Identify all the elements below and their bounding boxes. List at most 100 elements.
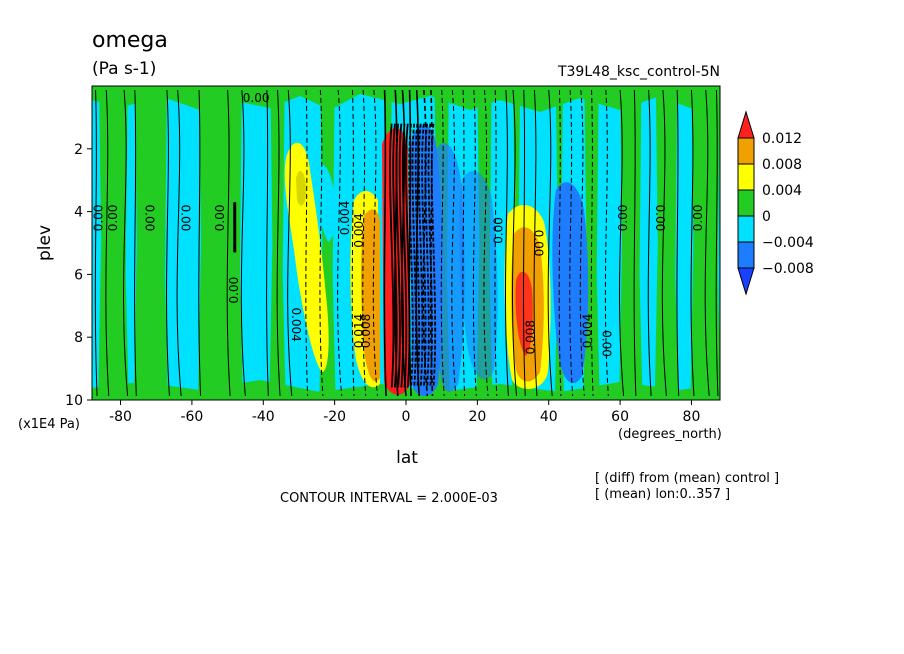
contour-line (287, 89, 293, 397)
contour-line (198, 89, 202, 397)
negative-contour-line (462, 89, 466, 397)
equatorial-contour-line (401, 123, 408, 388)
equator-blue-outer (436, 143, 465, 392)
contour-label: 0.00 (213, 205, 227, 232)
contour-line (715, 89, 719, 397)
equatorial-contour-line (418, 123, 424, 388)
x-tick-label: 80 (683, 409, 701, 425)
colorbar: 0.012 0.008 0.004 0 −0.004 −0.008 (737, 110, 814, 296)
negative-contour-line (579, 89, 585, 397)
contour-label: 0.004 (338, 201, 352, 235)
sh-near-equator-orange (361, 209, 380, 382)
negative-contour-line (319, 89, 324, 397)
colorbar-bottom-arrow (737, 267, 755, 296)
y-units: (x1E4 Pa) (18, 417, 80, 432)
colorbar-segment (737, 163, 755, 191)
contour-label: 0.00 (616, 205, 630, 232)
y-tick-label: 4 (74, 205, 83, 221)
colorbar-top-arrow (737, 110, 755, 139)
sh-lobe-core (296, 170, 306, 206)
negative-contour-line (429, 89, 434, 397)
contour-line (134, 89, 137, 397)
contour-line (123, 89, 129, 397)
equatorial-contour-line (430, 123, 437, 388)
negative-contour-line (372, 89, 378, 397)
x-tick-label: -60 (180, 409, 203, 425)
equatorial-contour-line (427, 123, 433, 388)
contour-label: 0.008 (359, 314, 373, 348)
colorbar-segment (737, 241, 755, 269)
y-tick-label: 8 (74, 330, 83, 346)
x-units: (degrees_north) (618, 427, 722, 442)
negative-contour-line (494, 89, 498, 397)
x-tick-label: -20 (323, 409, 346, 425)
contour-line (226, 89, 231, 397)
x-tick-label: 40 (540, 409, 558, 425)
negative-contour-line (362, 89, 367, 397)
x-tick-label: 60 (611, 409, 629, 425)
y-axis-label: plev (35, 225, 55, 261)
y-axis: 2 4 6 8 10 (65, 142, 92, 409)
x-tick-label: -80 (109, 409, 132, 425)
equatorial-contour-line (421, 123, 427, 388)
contour-label: 0.00 (92, 205, 106, 232)
contour-label: 0.00 (143, 205, 157, 232)
contour-interval: CONTOUR INTERVAL = 2.000E-03 (280, 491, 498, 506)
negative-contour-line (569, 89, 574, 397)
negative-contour-line (558, 89, 562, 397)
negative-contour-line (440, 89, 445, 397)
x-tick-label: 20 (468, 409, 486, 425)
contour-lines (94, 89, 719, 397)
contour-label: 0.004 (352, 213, 366, 247)
nh-blue-lobe (552, 182, 589, 384)
contour-line (523, 89, 526, 397)
contour-line (505, 89, 509, 397)
equatorial-contour-line (392, 123, 398, 388)
green-strip (690, 86, 720, 400)
contour-label: 0.00 (691, 205, 705, 232)
negative-contour-line (483, 89, 489, 397)
y-tick-label: 6 (74, 267, 83, 283)
negative-contour-line (590, 89, 594, 397)
negative-contour-line (422, 89, 429, 397)
x-tick-label: 0 (402, 409, 411, 425)
note-mean: [ (mean) lon:0..357 ] (595, 487, 730, 502)
y-tick-label: 2 (74, 142, 83, 158)
contour-label: 0.00 (106, 205, 120, 232)
note-diff: [ (diff) from (mean) control ] (595, 471, 779, 486)
contour-line (676, 89, 680, 397)
negative-contour-line (451, 89, 457, 397)
sh-yellow-lobe (284, 142, 329, 372)
negative-contour-line (351, 89, 355, 397)
contour-label: 0.00 (491, 217, 505, 244)
chart-title: omega (92, 28, 168, 53)
green-strip (133, 86, 168, 400)
contour-line (266, 89, 269, 397)
contour-line (690, 89, 695, 397)
contour-line (176, 89, 182, 397)
colorbar-label: 0 (762, 209, 771, 225)
colorbar-label: 0.008 (762, 157, 802, 173)
negative-contour-line (472, 89, 477, 397)
green-strip (654, 86, 679, 400)
contour-label: 0.00 (227, 277, 241, 304)
colorbar-segment (737, 189, 755, 217)
contour-label: 0.004 (580, 314, 594, 348)
contour-label: 0.004 (289, 307, 303, 341)
contour-label: 0.00 (532, 230, 546, 257)
colorbar-label: 0.004 (762, 183, 802, 199)
contour-line (619, 89, 625, 397)
negative-contour-line (604, 89, 609, 397)
x-axis: -80 -60 -40 -20 0 20 40 60 80 (109, 400, 700, 425)
contour-line (166, 89, 170, 397)
experiment-label: T39L48_ksc_control-5N (557, 64, 720, 80)
colorbar-segment (737, 137, 755, 165)
equatorial-contour-line (405, 123, 411, 388)
colorbar-segment (737, 215, 755, 243)
equatorial-contour-line (411, 123, 417, 388)
contour-line (633, 89, 637, 397)
contour-label: 0.014 (352, 314, 366, 348)
equatorial-contour-line (414, 123, 421, 388)
contour-label: 0.00 (178, 205, 192, 232)
